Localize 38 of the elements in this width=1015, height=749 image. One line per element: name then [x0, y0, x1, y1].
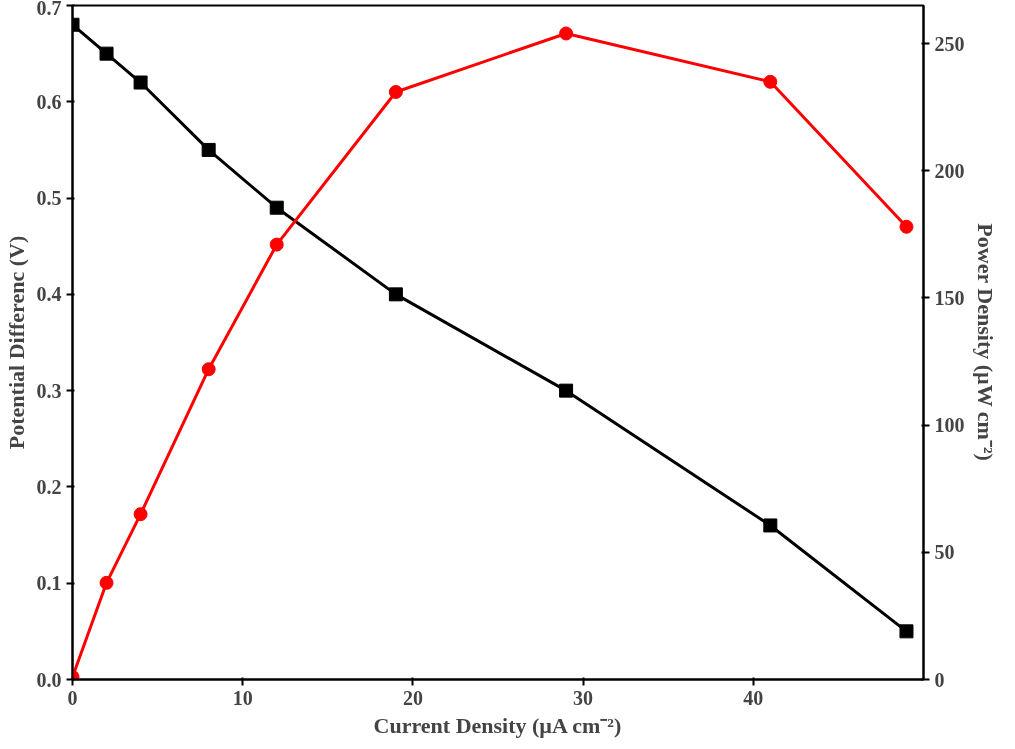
x-tick-label: 20 [402, 686, 423, 709]
y2-tick-label: 200 [934, 159, 965, 182]
point [559, 383, 574, 398]
x-tick-label: 40 [743, 686, 764, 709]
y2-tick-label: 0 [934, 668, 945, 691]
point [763, 74, 778, 89]
point [99, 575, 114, 590]
point [269, 200, 284, 215]
y-tick-label: 0.4 [36, 283, 62, 306]
x-tick-label: 30 [573, 686, 594, 709]
y2-tick-label: 250 [934, 32, 965, 55]
y-tick-label: 0.5 [36, 187, 62, 210]
point [201, 362, 216, 377]
y2-tick-label: 50 [934, 541, 955, 564]
point [559, 26, 574, 41]
point [899, 624, 914, 639]
point [388, 84, 403, 99]
point [201, 142, 216, 157]
point [133, 507, 148, 522]
y2-tick-label: 100 [934, 414, 965, 437]
x-tick-label: 10 [232, 686, 253, 709]
y2-tick-label: 150 [934, 286, 965, 309]
y-tick-label: 0.6 [36, 90, 62, 113]
y-tick-label: 0.7 [36, 0, 62, 19]
point [99, 46, 114, 61]
y-tick-label: 0.2 [36, 475, 62, 498]
y2-axis-title: Power Density (µW cm⁻²) [972, 223, 998, 461]
y-tick-label: 0.3 [36, 379, 62, 402]
x-axis-title: Current Density (µA cm⁻²) [373, 712, 622, 738]
point [133, 75, 148, 90]
y-axis-title: Potential Differenc (V) [3, 235, 29, 450]
point [899, 219, 914, 234]
point [388, 287, 403, 302]
point [763, 518, 778, 533]
y-tick-label: 0.1 [36, 572, 62, 595]
y-tick-label: 0.0 [36, 668, 62, 691]
x-tick-label: 0 [67, 686, 78, 709]
point [269, 237, 284, 252]
